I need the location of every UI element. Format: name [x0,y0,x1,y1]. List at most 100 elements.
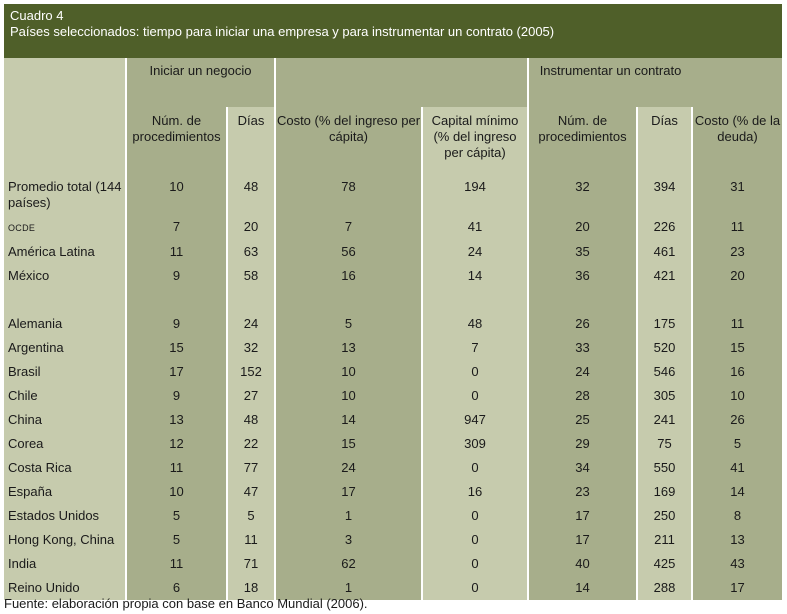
table-cell: 15 [275,432,423,456]
table-row: Hong Kong, China 5 11 3 0 17 211 13 [4,528,783,552]
table-row: Chile 9 27 10 0 28 305 10 [4,384,783,408]
table-cell: 0 [422,504,529,528]
column-header-row: Núm. de procedimientos Días Costo (% del… [4,107,783,175]
table-cell: 58 [227,264,276,288]
table-cell: 175 [637,312,694,336]
table-row: América Latina 11 63 56 24 35 461 23 [4,240,783,264]
table-cell: 56 [275,240,423,264]
table-cell: 32 [227,336,276,360]
row-label-text: España [8,484,53,499]
row-label-text: Corea [8,436,44,451]
table-cell: 15 [692,336,783,360]
table-cell: 15 [126,336,228,360]
row-label-text: Alemania [8,316,63,331]
table-cell: 5 [126,528,228,552]
table-cell: 288 [637,576,694,600]
table-cell: 43 [692,552,783,576]
row-label-text: Chile [8,388,38,403]
table-cell: 23 [528,480,638,504]
table-cell: 14 [692,480,783,504]
table-cell: 152 [227,360,276,384]
table-cell: 14 [422,264,529,288]
row-label-text: China [8,412,42,427]
table-cell: 25 [528,408,638,432]
table-cell: 32 [528,175,638,215]
table-cell: 17 [528,504,638,528]
row-label: China [4,408,127,432]
table-cell: 41 [422,215,529,240]
table-body: Promedio total (144 países) 10 48 78 194 32 39… [4,175,783,600]
row-label-text: Estados Unidos [8,508,100,523]
table-cell: 461 [637,240,694,264]
table-cell: 33 [528,336,638,360]
table-cell: 16 [275,264,423,288]
spacer-row [4,288,783,312]
table-row: India 11 71 62 0 40 425 43 [4,552,783,576]
table-cell: 169 [637,480,694,504]
table-cell: 0 [422,456,529,480]
table-cell: 5 [692,432,783,456]
row-label: Estados Unidos [4,504,127,528]
table-row: OCDE 7 20 7 41 20 226 11 [4,215,783,240]
table-cell: 22 [227,432,276,456]
data-table: Iniciar un negocio Instrumentar un contr… [4,58,783,600]
table-cell: 14 [528,576,638,600]
row-label-text: Reino Unido [8,580,80,595]
table-cell: 10 [692,384,783,408]
table-cell: 546 [637,360,694,384]
table-cell: 5 [275,312,423,336]
table-cell: 5 [227,504,276,528]
table-cell: 8 [692,504,783,528]
table-row: Reino Unido 6 18 1 0 14 288 17 [4,576,783,600]
table-cell: 11 [126,456,228,480]
table-cell: 226 [637,215,694,240]
table-cell: 305 [637,384,694,408]
table-cell: 77 [227,456,276,480]
table-cell: 35 [528,240,638,264]
row-label: Chile [4,384,127,408]
table-cell: 7 [422,336,529,360]
row-label: Argentina [4,336,127,360]
table-cell: 10 [275,360,423,384]
row-label-text: Brasil [8,364,41,379]
row-label: Brasil [4,360,127,384]
table-cell: 1 [275,504,423,528]
column-header: Costo (% del ingreso per cápita) [275,107,423,175]
table-cell: 11 [692,215,783,240]
table-row: Promedio total (144 países) 10 48 78 194 32 39… [4,175,783,215]
row-label: Promedio total (144 países) [4,175,127,215]
table-cell: 13 [126,408,228,432]
table-cell: 48 [422,312,529,336]
table-cell: 11 [692,312,783,336]
table-cell: 36 [528,264,638,288]
table-cell: 20 [692,264,783,288]
column-header: Días [227,107,276,175]
table-cell: 34 [528,456,638,480]
row-label-text: Argentina [8,340,64,355]
table-container: Cuadro 4 Países seleccionados: tiempo pa… [4,4,783,600]
group-header-enforce-contract: Instrumentar un contrato [528,58,693,107]
table-cell: 0 [422,384,529,408]
table-cell: 10 [126,175,228,215]
table-cell: 12 [126,432,228,456]
table-cell: 250 [637,504,694,528]
table-cell: 0 [422,360,529,384]
row-label: OCDE [4,215,127,240]
group-header-start-business: Iniciar un negocio [126,58,276,107]
table-cell: 9 [126,312,228,336]
table-row: Corea 12 22 15 309 29 75 5 [4,432,783,456]
table-cell: 3 [275,528,423,552]
table-cell: 309 [422,432,529,456]
row-label: Alemania [4,312,127,336]
table-cell: 24 [528,360,638,384]
column-header: Costo (% de la deuda) [692,107,783,175]
table-row: Alemania 9 24 5 48 26 175 11 [4,312,783,336]
table-cell: 29 [528,432,638,456]
table-cell: 63 [227,240,276,264]
column-header: Núm. de procedimientos [126,107,228,175]
table-cell: 10 [126,480,228,504]
table-cell: 71 [227,552,276,576]
table-cell: 520 [637,336,694,360]
table-cell: 28 [528,384,638,408]
table-row: Costa Rica 11 77 24 0 34 550 41 [4,456,783,480]
